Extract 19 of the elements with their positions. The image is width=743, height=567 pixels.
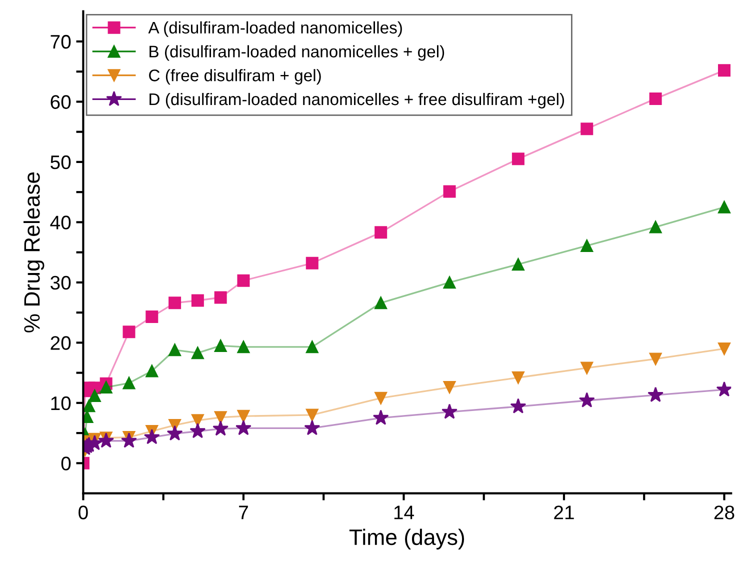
x-tick-label: 0 xyxy=(78,506,88,520)
x-tick-label: 14 xyxy=(394,506,414,520)
legend-label: B (disulfiram-loaded nanomicelles + gel) xyxy=(150,45,444,61)
x-tick-label: 28 xyxy=(714,506,734,520)
y-tick-label: 10 xyxy=(51,396,71,410)
y-axis-title: % Drug Release xyxy=(24,172,44,332)
legend-label: D (disulfiram-loaded nanomicelles + free disulfiram +gel) xyxy=(150,92,564,108)
y-tick-label: 50 xyxy=(50,155,71,170)
x-tick-label: 7 xyxy=(239,506,248,520)
x-tick-label: 21 xyxy=(554,506,574,520)
legend-label: C (free disulfiram + gel) xyxy=(149,69,321,85)
legend-label: A (disulfiram-loaded nanomicelles) xyxy=(148,21,402,37)
y-tick-label: 40 xyxy=(50,216,71,230)
x-axis-title: Time (days) xyxy=(349,528,464,550)
y-tick-label: 70 xyxy=(50,34,71,49)
y-tick-label: 20 xyxy=(50,336,71,350)
y-tick-label: 0 xyxy=(61,456,71,470)
y-tick-label: 30 xyxy=(50,276,71,290)
y-tick-label: 60 xyxy=(50,95,71,109)
